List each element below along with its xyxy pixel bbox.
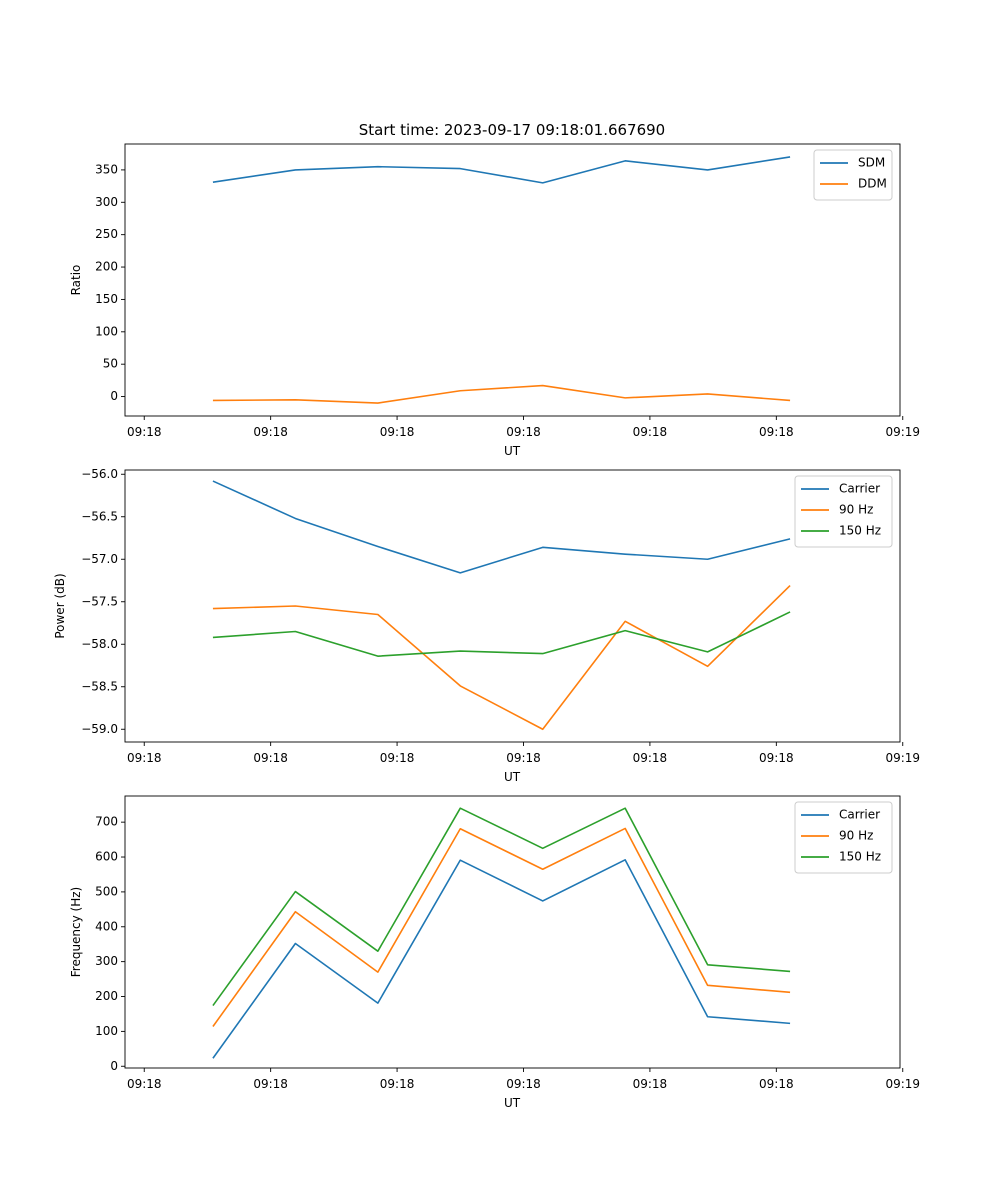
- y-tick-label: 50: [103, 357, 118, 371]
- y-tick-label: 350: [95, 162, 118, 176]
- legend: Carrier 90 Hz 150 Hz: [794, 475, 893, 548]
- y-tick-label: 500: [95, 884, 118, 898]
- y-tick-label: 600: [95, 850, 118, 864]
- x-tick-label: 09:19: [885, 1077, 920, 1091]
- legend-label: 150 Hz: [839, 850, 881, 864]
- y-tick-label: −57.0: [81, 552, 118, 566]
- legend-label: Carrier: [839, 482, 880, 496]
- series-line-carrier: [212, 480, 791, 574]
- legend-label: Carrier: [839, 808, 880, 822]
- x-tick-label: 09:18: [633, 751, 668, 765]
- x-tick-label: 09:18: [506, 425, 541, 439]
- y-tick-label: 200: [95, 260, 118, 274]
- x-tick-label: 09:18: [253, 1077, 288, 1091]
- y-tick-label: 200: [95, 989, 118, 1003]
- x-tick-label: 09:18: [127, 1077, 162, 1091]
- y-tick-label: −56.0: [81, 467, 118, 481]
- y-tick-label: 100: [95, 324, 118, 338]
- y-axis-label: Power (dB): [53, 573, 67, 638]
- legend-box: [794, 475, 893, 548]
- legend-label: 90 Hz: [839, 829, 873, 843]
- legend-box: [794, 801, 893, 874]
- plot-frame: [124, 469, 901, 743]
- chart-panel-2: −59.0 −58.5 −58.0 −57.5 −57.0 −56.5 −56.0 09:18…: [53, 467, 920, 784]
- y-tick-label: 0: [110, 1059, 118, 1073]
- plot-frame: [124, 795, 901, 1069]
- x-tick-label: 09:18: [759, 1077, 794, 1091]
- series-line-90-hz: [212, 827, 791, 1027]
- y-tick-label: −58.0: [81, 637, 118, 651]
- x-axis-label: UT: [504, 444, 521, 458]
- x-axis-label: UT: [504, 770, 521, 784]
- x-tick-label: 09:18: [633, 425, 668, 439]
- figure-title: Start time: 2023-09-17 09:18:01.667690: [359, 121, 665, 139]
- legend-label: 90 Hz: [839, 503, 873, 517]
- legend: Carrier 90 Hz 150 Hz: [794, 801, 893, 874]
- y-tick-label: −57.5: [81, 594, 118, 608]
- y-tick-label: −58.5: [81, 679, 118, 693]
- y-axis-label: Ratio: [69, 265, 83, 296]
- x-tick-label: 09:18: [506, 751, 541, 765]
- x-tick-label: 09:18: [127, 425, 162, 439]
- x-tick-label: 09:18: [380, 1077, 415, 1091]
- x-tick-label: 09:18: [127, 751, 162, 765]
- legend: SDM DDM: [813, 149, 893, 201]
- series-line-90-hz: [212, 585, 791, 731]
- series-line-ddm: [212, 384, 791, 404]
- legend-label: 150 Hz: [839, 524, 881, 538]
- x-tick-label: 09:18: [759, 425, 794, 439]
- x-tick-label: 09:18: [506, 1077, 541, 1091]
- x-tick-label: 09:18: [253, 425, 288, 439]
- y-tick-label: 150: [95, 292, 118, 306]
- y-tick-label: 0: [110, 389, 118, 403]
- x-axis-label: UT: [504, 1096, 521, 1110]
- x-tick-label: 09:18: [633, 1077, 668, 1091]
- x-tick-label: 09:19: [885, 751, 920, 765]
- x-tick-label: 09:19: [885, 425, 920, 439]
- y-tick-label: −56.5: [81, 509, 118, 523]
- y-tick-label: 400: [95, 919, 118, 933]
- series-line-150-hz: [212, 611, 791, 657]
- y-tick-label: 300: [95, 195, 118, 209]
- series-line-150-hz: [212, 807, 791, 1007]
- x-tick-label: 09:18: [380, 425, 415, 439]
- x-tick-label: 09:18: [759, 751, 794, 765]
- y-tick-label: 100: [95, 1024, 118, 1038]
- plot-frame: [124, 143, 901, 417]
- y-tick-label: 300: [95, 954, 118, 968]
- legend-label: DDM: [858, 177, 887, 191]
- y-tick-label: 700: [95, 815, 118, 829]
- chart-panel-3: 0 100 200 300 400 500 600 700 09:18 09:18 09:18 09:…: [69, 795, 920, 1110]
- chart-panel-1: 0 50 100 150 200 250 300 350 09:18 09:18 09:18 09:1…: [69, 143, 920, 458]
- y-tick-label: −59.0: [81, 722, 118, 736]
- series-line-carrier: [212, 859, 791, 1059]
- y-axis-label: Frequency (Hz): [69, 887, 83, 978]
- x-tick-label: 09:18: [380, 751, 415, 765]
- series-line-sdm: [212, 156, 791, 184]
- y-tick-label: 250: [95, 227, 118, 241]
- legend-label: SDM: [858, 156, 885, 170]
- x-tick-label: 09:18: [253, 751, 288, 765]
